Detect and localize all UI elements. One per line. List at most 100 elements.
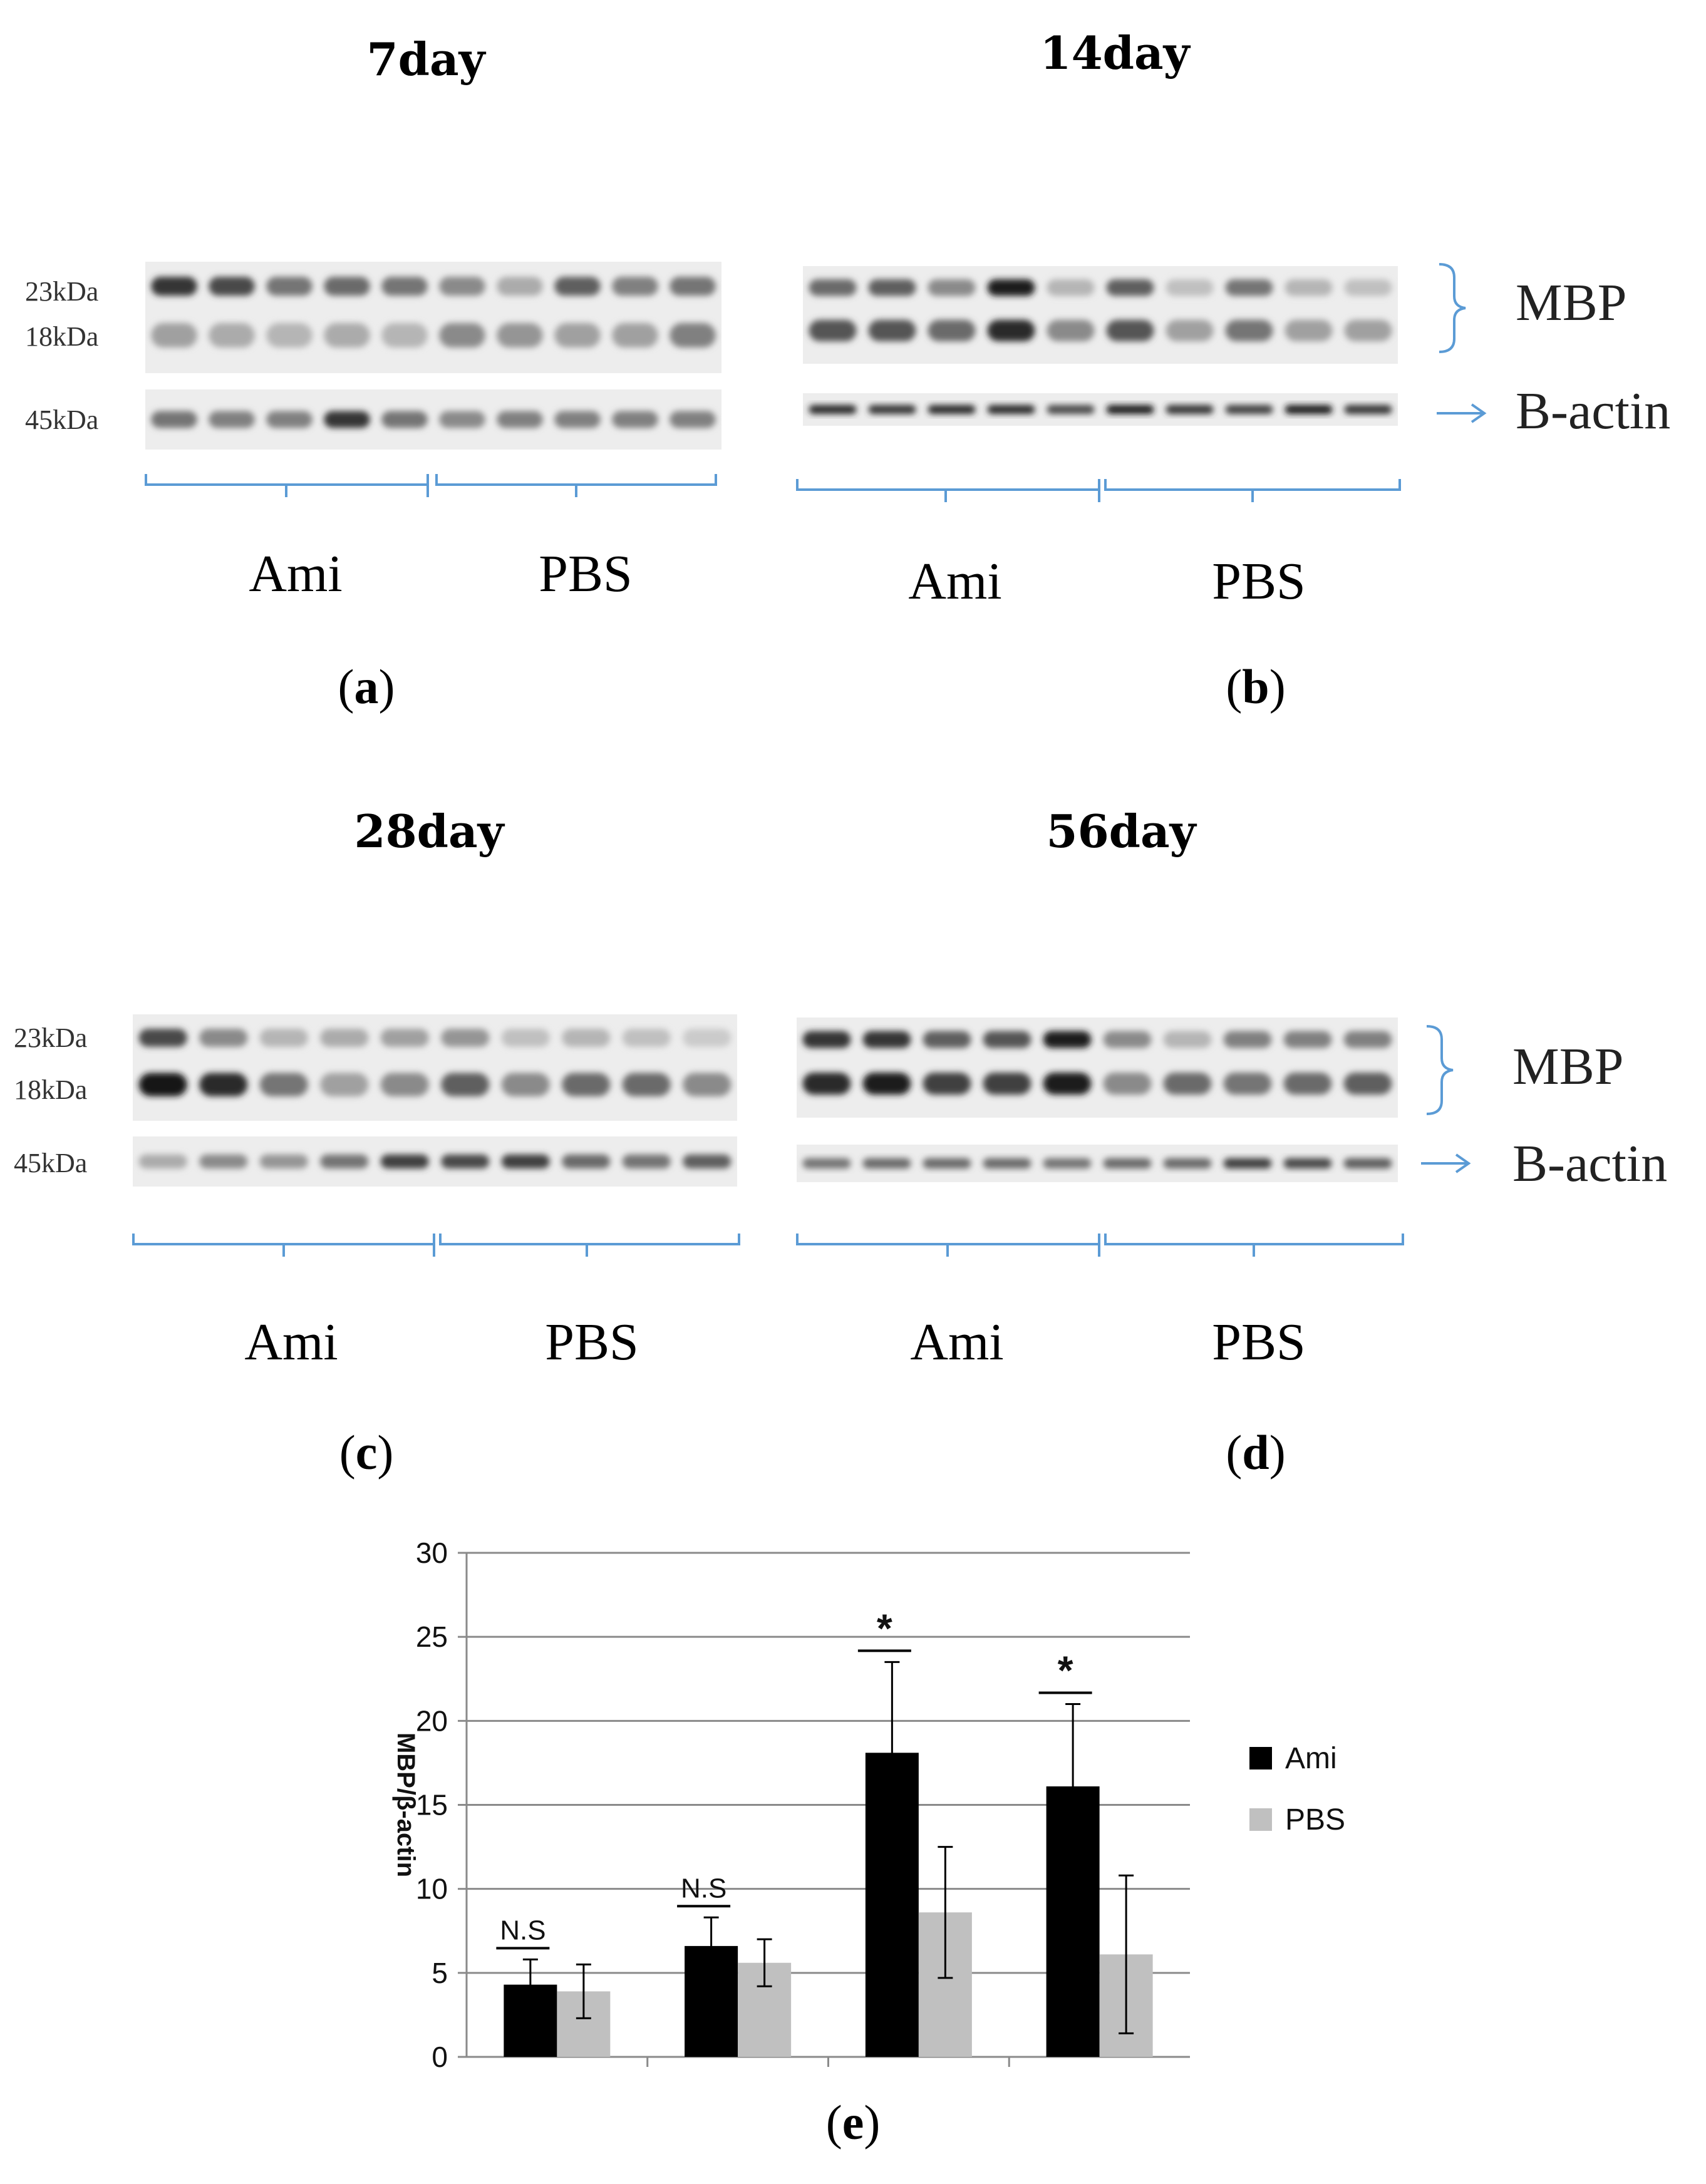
y-tick-label: 5 <box>432 1957 448 1989</box>
mbp-lower-band <box>1047 319 1095 342</box>
panel-d-mbp-blot <box>797 1017 1398 1118</box>
panel-c-group-brackets <box>132 1234 740 1257</box>
mbp-lower-band <box>1043 1073 1092 1095</box>
mbp-lower-band <box>439 322 485 348</box>
mbp-upper-band <box>868 279 916 296</box>
panel-b-group-pbs: PBS <box>1212 552 1306 610</box>
actin-band <box>1285 404 1333 415</box>
significance-label: N.S <box>500 1915 545 1945</box>
panel-a-group-brackets <box>145 474 717 497</box>
mbp-upper-band <box>1166 279 1214 296</box>
mbp-lower-band <box>809 319 857 342</box>
mbp-upper-band <box>151 277 197 296</box>
mbp-lower-band <box>612 322 658 348</box>
panel-a-mw-18: 18kDa <box>25 321 99 352</box>
panel-b-actin-blot <box>803 393 1398 426</box>
mbp-upper-band <box>320 1028 369 1047</box>
mbp-lower-band <box>380 1073 429 1096</box>
mbp-upper-band <box>554 277 601 296</box>
mbp-upper-band <box>501 1028 550 1047</box>
mbp-lower-band <box>562 1073 611 1096</box>
mbp-upper-band <box>259 1028 308 1047</box>
mbp-upper-band <box>199 1028 248 1047</box>
mbp-upper-band <box>266 277 313 296</box>
actin-band <box>324 411 370 428</box>
mbp-upper-band <box>1103 1031 1152 1048</box>
actin-band <box>554 411 601 428</box>
panel-a-mw-23: 23kDa <box>25 276 99 307</box>
bar-chart: 0510152025307dayN.S14dayN.S28day*56day*M… <box>392 1537 1345 2073</box>
actin-band <box>380 1154 429 1169</box>
actin-band <box>381 411 428 428</box>
panel-d-title: 56day <box>1046 805 1196 858</box>
mbp-upper-band <box>138 1028 187 1047</box>
actin-band <box>868 404 916 415</box>
mbp-upper-band <box>622 1028 671 1047</box>
panel-d-actin-blot <box>797 1145 1398 1182</box>
mbp-upper-band <box>209 277 255 296</box>
actin-band <box>441 1154 490 1169</box>
mbp-upper-band <box>380 1028 429 1047</box>
panel-a-mbp-blot <box>145 262 721 373</box>
significance-label: * <box>877 1605 892 1651</box>
mbp-upper-band <box>612 277 658 296</box>
actin-band <box>501 1154 550 1169</box>
actin-band <box>983 1158 1031 1169</box>
actin-band <box>199 1154 248 1169</box>
significance-label: * <box>1058 1648 1073 1693</box>
panel-d-label: (d) <box>1226 1425 1286 1480</box>
mbp-upper-band <box>1343 1031 1392 1048</box>
mbp-upper-band <box>324 277 370 296</box>
panel-d-mbp-bracket <box>1426 1025 1454 1115</box>
panel-a-group-ami: Ami <box>249 545 343 603</box>
mbp-lower-band <box>1163 1073 1212 1095</box>
actin-band <box>923 1158 971 1169</box>
actin-band <box>1166 404 1214 415</box>
mbp-upper-band <box>381 277 428 296</box>
mbp-lower-band <box>868 319 916 342</box>
panel-a-group-pbs: PBS <box>539 545 633 603</box>
mbp-upper-band <box>923 1031 971 1048</box>
mbp-lower-band <box>209 322 255 348</box>
y-axis-label: MBP/β-actin <box>392 1733 420 1877</box>
mbp-upper-band <box>669 277 716 296</box>
mbp-lower-band <box>259 1073 308 1096</box>
panel-d-actin-arrow <box>1421 1153 1471 1173</box>
mbp-upper-band <box>983 1031 1031 1048</box>
panel-c-mw-45: 45kDa <box>14 1148 88 1178</box>
panel-b-actin-arrow <box>1437 403 1487 423</box>
actin-band <box>1223 1158 1272 1169</box>
y-tick-label: 0 <box>432 2041 448 2073</box>
mbp-lower-band <box>1343 1073 1392 1095</box>
mbp-lower-band <box>669 322 716 348</box>
mbp-lower-band <box>802 1073 851 1095</box>
actin-band <box>138 1154 187 1169</box>
mbp-lower-band <box>928 319 976 342</box>
mbp-lower-band <box>862 1073 911 1095</box>
mbp-lower-band <box>1283 1073 1332 1095</box>
panel-b-group-brackets <box>796 479 1401 502</box>
mbp-lower-band <box>983 1073 1031 1095</box>
mbp-lower-band <box>1344 319 1392 342</box>
mbp-upper-band <box>862 1031 911 1048</box>
panel-b-label: (b) <box>1226 659 1286 714</box>
legend-swatch-ami <box>1249 1747 1272 1769</box>
mbp-upper-band <box>802 1031 851 1048</box>
mbp-lower-band <box>1225 319 1273 342</box>
panel-c-mw-23: 23kDa <box>14 1022 88 1053</box>
mbp-lower-band <box>501 1073 550 1096</box>
legend-label-pbs: PBS <box>1285 1803 1345 1836</box>
actin-band <box>562 1154 611 1169</box>
actin-band <box>266 411 313 428</box>
actin-band <box>1106 404 1154 415</box>
panel-d-group-brackets <box>796 1234 1404 1257</box>
panel-d-group-pbs: PBS <box>1212 1313 1306 1371</box>
actin-band <box>1163 1158 1212 1169</box>
mbp-lower-band <box>324 322 370 348</box>
y-tick-label: 10 <box>416 1873 448 1905</box>
panel-a-title: 7day <box>366 33 485 86</box>
mbp-lower-band <box>554 322 601 348</box>
actin-band <box>1047 404 1095 415</box>
mbp-upper-band <box>1223 1031 1272 1048</box>
mbp-lower-band <box>138 1073 187 1096</box>
